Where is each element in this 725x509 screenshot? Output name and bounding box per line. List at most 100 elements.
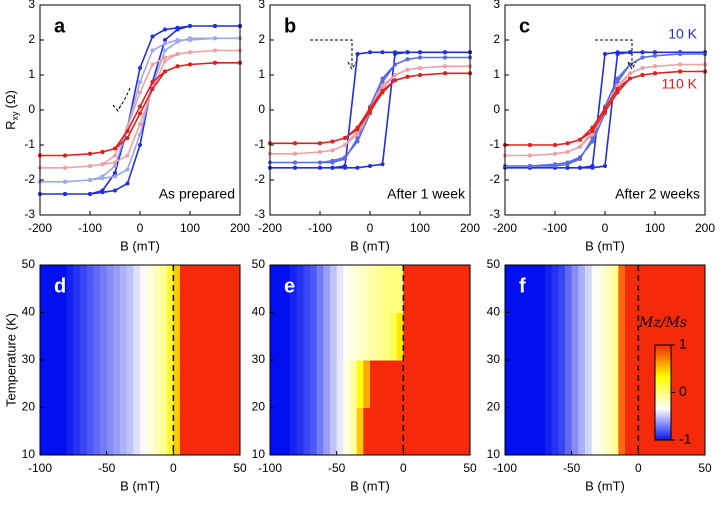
loop-point (113, 153, 117, 158)
loop-point (393, 52, 397, 56)
y-tick-label: 1 (258, 67, 265, 81)
heat-cell (363, 265, 371, 313)
loop-point (163, 59, 167, 63)
loop-point (125, 181, 130, 186)
heat-cell (173, 407, 181, 456)
y-tick-label: 50 (252, 257, 266, 271)
y-tick-label: 20 (22, 400, 36, 414)
y-tick-label: 3 (493, 0, 500, 11)
heat-cell (611, 312, 619, 361)
heat-cell (233, 312, 241, 361)
loop-point (565, 141, 570, 146)
heat-cell (160, 265, 168, 313)
loop-point (318, 160, 322, 165)
x-axis-label: B (mT) (585, 238, 625, 253)
heat-cell (60, 360, 68, 408)
heat-cell (585, 407, 593, 456)
heat-cell (625, 407, 633, 456)
loop-point (565, 165, 570, 170)
heat-cell (160, 360, 168, 408)
heat-cell (416, 265, 424, 313)
loop-point (578, 144, 582, 149)
panel-letter: b (284, 15, 296, 37)
heat-cell (571, 265, 579, 313)
heat-cell (186, 407, 194, 456)
heat-cell (436, 407, 444, 456)
heat-cell (685, 407, 693, 456)
loop-point (138, 90, 142, 95)
x-tick-label: 200 (695, 221, 715, 235)
heat-cell (456, 312, 464, 361)
heat-cell (146, 407, 154, 456)
heat-cell (511, 407, 519, 456)
loop-point (113, 174, 117, 179)
heat-cell (456, 360, 464, 408)
heat-cell (538, 360, 546, 408)
heat-cell (270, 360, 278, 408)
loop-point (330, 165, 335, 170)
x-tick-label: -100 (78, 221, 102, 235)
loop-point (565, 160, 570, 165)
x-tick-label: 0 (137, 221, 144, 235)
heat-cell (350, 312, 358, 361)
heat-cell (233, 360, 241, 408)
heat-cell (645, 360, 653, 408)
heat-cell (53, 265, 61, 313)
heat-cell (558, 265, 566, 313)
heat-cell (186, 265, 194, 313)
heat-cell (206, 407, 214, 456)
colorbar-step (655, 394, 671, 398)
loop-point (678, 52, 682, 56)
panel-letter: f (519, 275, 526, 297)
loop-point (355, 139, 360, 144)
heat-cell (276, 265, 284, 313)
loop-point (63, 165, 67, 170)
heat-cell (370, 312, 378, 361)
loop-point (100, 190, 105, 195)
heat-cell (193, 360, 201, 408)
heat-cell (383, 312, 391, 361)
heat-cell (545, 312, 553, 361)
heat-cell (618, 407, 626, 456)
heat-cell (133, 407, 141, 456)
loop-point (113, 171, 117, 175)
heat-cell (423, 265, 431, 313)
loop-point (628, 76, 632, 81)
heat-cell (625, 360, 633, 408)
heat-cell (153, 407, 161, 456)
y-tick-label: -3 (489, 207, 500, 221)
loop-point (213, 48, 217, 53)
loop-point (640, 66, 645, 70)
heat-cell (153, 312, 161, 361)
colorbar-step (655, 428, 671, 431)
heat-cell (153, 360, 161, 408)
heat-cell (86, 265, 94, 313)
heat-cell (343, 407, 351, 456)
heat-cell (106, 265, 114, 313)
heat-cell (73, 360, 81, 408)
y-tick-label: -1 (254, 137, 265, 151)
loop-point (330, 148, 335, 153)
loop-point (615, 76, 620, 81)
loop-point (150, 62, 155, 67)
heat-cell (226, 360, 234, 408)
heat-cell (638, 407, 646, 456)
heat-cell (330, 407, 338, 456)
heat-cell (625, 312, 633, 361)
x-axis-label: B (mT) (120, 238, 160, 253)
heat-cell (146, 360, 154, 408)
heat-cell (186, 360, 194, 408)
heat-cell (450, 360, 458, 408)
heat-cell (200, 360, 208, 408)
heat-cell (390, 360, 398, 408)
loop-point (603, 106, 607, 111)
heat-cell (276, 312, 284, 361)
heat-cell (605, 407, 613, 456)
y-axis-label-main: R (3, 121, 18, 130)
heat-cell (463, 407, 471, 456)
loop-point (113, 188, 117, 193)
loop-point (640, 73, 645, 77)
heat-cell (505, 265, 513, 313)
heat-cell (618, 265, 626, 313)
heat-cell (678, 312, 686, 361)
